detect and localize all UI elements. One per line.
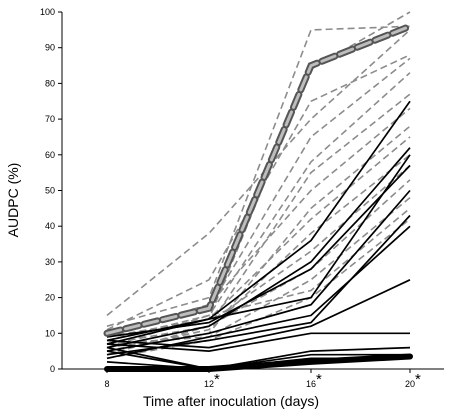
y-tick-label: 30: [45, 257, 55, 267]
y-tick-label: 70: [45, 114, 55, 124]
series-line: [106, 147, 411, 349]
series-line: [106, 189, 411, 352]
mean-dashed-line-inner: [105, 24, 412, 335]
series-line: [106, 164, 411, 338]
series-line: [106, 54, 411, 331]
significance-marker: *: [415, 371, 421, 388]
series-line: [106, 346, 410, 370]
series-line: [106, 136, 411, 342]
plot-lines: [103, 11, 414, 372]
mean-dashed-line: [103, 22, 414, 337]
x-tick-label: 20: [405, 379, 415, 389]
x-axis-label: Time after inoculation (days): [143, 393, 319, 409]
series-line: [106, 57, 411, 338]
series-line: [106, 207, 411, 349]
series-line: [106, 179, 411, 356]
y-tick-label: 0: [50, 364, 55, 374]
y-tick-label: 50: [45, 186, 55, 196]
significance-marker: *: [316, 371, 322, 388]
series-line: [106, 164, 411, 338]
significance-marker: *: [214, 371, 220, 388]
y-tick-label: 60: [45, 150, 55, 160]
y-tick-label: 90: [45, 43, 55, 53]
series-line: [106, 107, 411, 335]
axes: [58, 11, 444, 373]
x-tick-label: 12: [204, 379, 214, 389]
y-axis-label: AUDPC (%): [5, 163, 21, 238]
series-line: [106, 332, 410, 352]
series-line: [106, 125, 411, 349]
y-tick-label: 40: [45, 221, 55, 231]
series-line: [106, 25, 411, 327]
series-line: [106, 72, 411, 342]
series-line: [106, 279, 411, 349]
y-tick-label: 100: [40, 7, 55, 17]
x-tick-label: 8: [104, 379, 109, 389]
y-tick-label: 10: [45, 328, 55, 338]
series-line: [106, 11, 411, 338]
x-tick-label: 16: [306, 379, 316, 389]
y-tick-label: 80: [45, 78, 55, 88]
series-line: [106, 346, 411, 370]
series-line: [106, 154, 411, 345]
y-tick-label: 20: [45, 293, 55, 303]
